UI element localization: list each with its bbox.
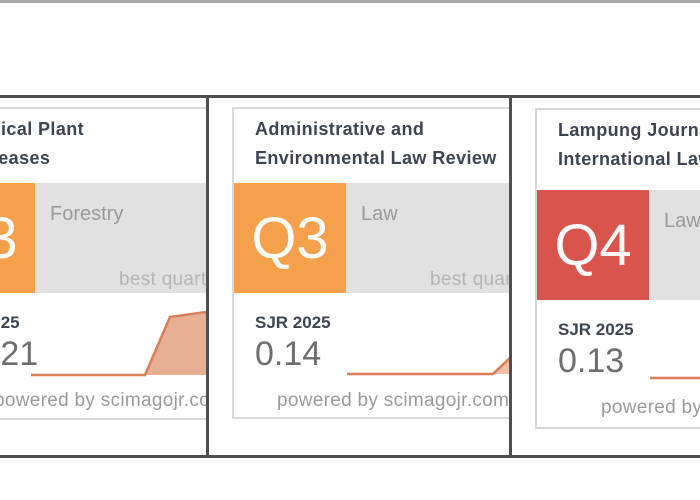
journal-title-line1: Lampung Journal of (558, 120, 700, 140)
grid-border-top (0, 95, 700, 98)
best-quartile-label: best quartile (430, 269, 509, 290)
powered-by-link[interactable]: powered by scimagojr.com (0, 390, 206, 411)
grid-divider-1 (206, 95, 209, 458)
sjr-value: 0.14 (255, 335, 322, 373)
powered-by-link[interactable]: powered by scimagojr.com (277, 390, 509, 411)
journal-title-line2: Environmental Law Review (255, 148, 497, 168)
quartile-badge: Q3 (234, 183, 346, 293)
scimago-widget-card[interactable]: Lampung Journal of International Law Q4 … (535, 108, 700, 429)
sjr-year-label: SJR 2025 (0, 313, 20, 332)
journal-title-line2: International Law (558, 149, 700, 169)
journal-widget-cell-2: Administrative and Environmental Law Rev… (209, 98, 509, 455)
category-label: Forestry (50, 203, 124, 225)
category-label: Law (361, 203, 398, 225)
top-divider-line (0, 0, 700, 3)
best-quartile-label: best quartile (119, 269, 206, 290)
sjr-value: 0.21 (0, 335, 39, 373)
sjr-trend-sparkline (31, 310, 206, 377)
powered-by-link[interactable]: powered by scimagojr.com (601, 397, 700, 418)
sjr-trend-sparkline (347, 357, 509, 376)
quartile-badge: Q3 (0, 183, 35, 293)
grid-divider-2 (509, 95, 512, 458)
journal-widget-cell-1: Journal of Tropical Plant Pests and Dise… (0, 98, 206, 455)
sjr-value: 0.13 (558, 342, 625, 380)
journal-title-line2: Pests and Diseases (0, 148, 51, 168)
sjr-year-label: SJR 2025 (558, 320, 634, 339)
quartile-badge: Q4 (537, 190, 649, 300)
category-label: Law (664, 210, 700, 232)
grid-border-bottom (0, 455, 700, 458)
scimago-widget-card[interactable]: Administrative and Environmental Law Rev… (232, 107, 509, 419)
scimago-widget-card[interactable]: Journal of Tropical Plant Pests and Dise… (0, 107, 206, 420)
journal-widget-cell-3: Lampung Journal of International Law Q4 … (512, 98, 700, 455)
sjr-year-label: SJR 2025 (255, 313, 331, 332)
journal-title-line1: Administrative and (255, 119, 425, 139)
sjr-trend-sparkline (650, 376, 700, 380)
journal-title-line1: Journal of Tropical Plant (0, 119, 85, 139)
